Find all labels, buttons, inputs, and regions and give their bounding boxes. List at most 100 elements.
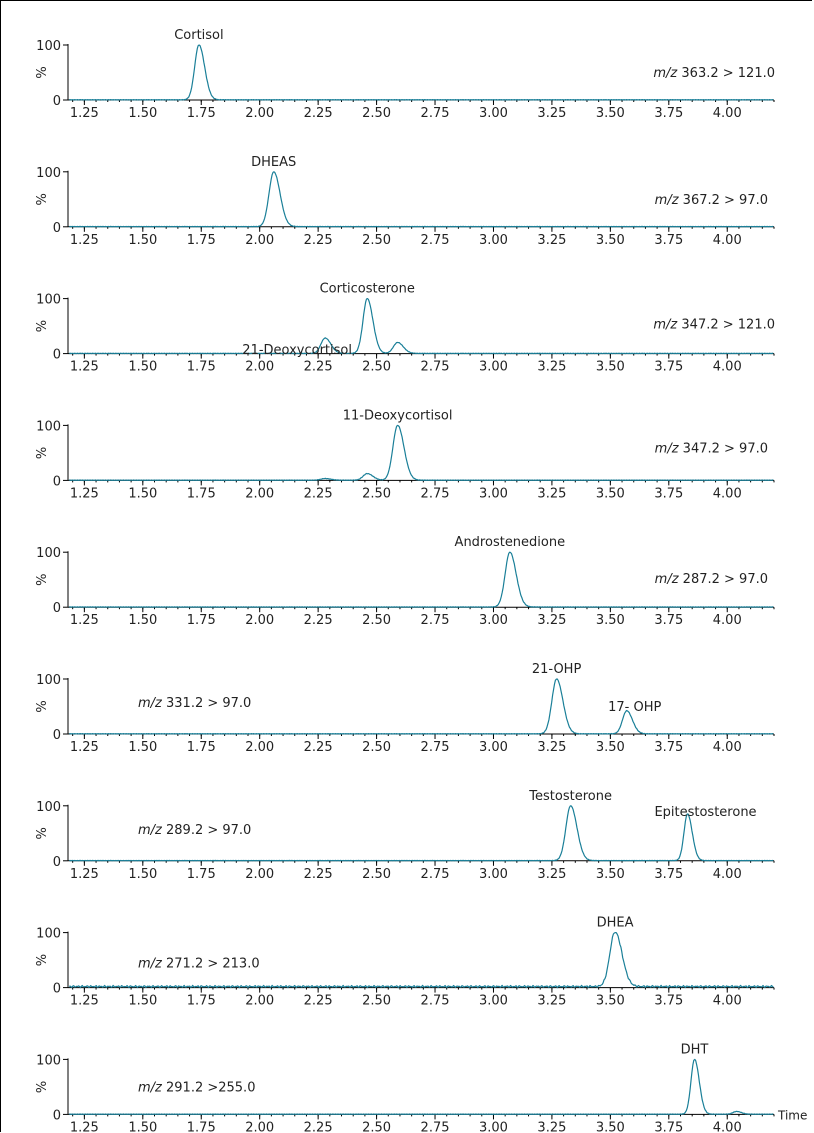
x-tick-label: 2.00 — [245, 233, 274, 248]
y-tick-label-0: 0 — [53, 728, 61, 743]
trace-line — [69, 1058, 774, 1115]
x-tick-label: 2.75 — [421, 613, 450, 628]
x-tick-label: 1.50 — [128, 740, 157, 755]
y-axis-label: % — [35, 193, 50, 205]
chromatogram-panel-7: 100 0% 1.25 1.50 1.75 2.00 2.25 2.50 2.75 3.00 3.2… — [35, 789, 775, 882]
y-tick-label-0: 0 — [53, 855, 61, 870]
x-tick-label: 2.00 — [245, 613, 274, 628]
x-tick-label: 2.50 — [362, 106, 391, 121]
transition-value: 363.2 > 121.0 — [677, 66, 775, 81]
chromatogram-panel-9: 100 0% 1.25 1.50 1.75 2.00 2.25 2.50 2.75 3.00 3.2… — [35, 1042, 807, 1133]
x-tick-label: 2.50 — [362, 486, 391, 501]
x-tick-label: 3.00 — [479, 867, 508, 882]
x-tick-label: 1.50 — [128, 360, 157, 375]
x-tick-label: 3.25 — [537, 360, 566, 375]
x-tick-label: 2.00 — [245, 740, 274, 755]
transition-label: m/z 363.2 > 121.0 — [653, 66, 775, 81]
x-tick-label: 1.75 — [187, 486, 216, 501]
peak-label: DHT — [681, 1042, 709, 1057]
x-tick-label: 4.00 — [713, 106, 742, 121]
x-tick-label: 2.25 — [304, 233, 333, 248]
y-tick-label-100: 100 — [36, 293, 61, 308]
peak-label: 11-Deoxycortisol — [343, 408, 453, 423]
trace-line — [69, 805, 774, 862]
trace-line — [69, 171, 774, 228]
y-axis-label: % — [35, 827, 50, 839]
x-tick-label: 2.50 — [362, 613, 391, 628]
x-tick-label: 1.50 — [128, 613, 157, 628]
chromatogram-panel-4: 100 0% 1.25 1.50 1.75 2.00 2.25 2.50 2.75 3.00 3.2… — [35, 408, 775, 501]
y-tick-label-0: 0 — [53, 474, 61, 489]
x-tick-label: 3.50 — [596, 1120, 625, 1133]
x-tick-label: 2.00 — [245, 106, 274, 121]
x-tick-label: 2.00 — [245, 867, 274, 882]
x-tick-label: 1.50 — [128, 994, 157, 1009]
x-tick-label: 1.50 — [128, 106, 157, 121]
peak-label: 21-OHP — [532, 662, 582, 677]
x-tick-label: 3.00 — [479, 994, 508, 1009]
x-axis-label: Time — [777, 1108, 807, 1122]
x-tick-label: 3.50 — [596, 486, 625, 501]
x-tick-label: 3.75 — [654, 867, 683, 882]
transition-prefix: m/z — [138, 696, 163, 711]
x-tick-label: 3.00 — [479, 360, 508, 375]
x-tick-label: 1.25 — [70, 1120, 99, 1133]
x-tick-label: 2.50 — [362, 740, 391, 755]
x-tick-label: 3.50 — [596, 233, 625, 248]
x-tick-label: 1.75 — [187, 613, 216, 628]
x-tick-label: 2.75 — [421, 994, 450, 1009]
x-tick-label: 2.25 — [304, 106, 333, 121]
x-tick-label: 3.25 — [537, 1120, 566, 1133]
transition-value: 271.2 > 213.0 — [162, 957, 260, 972]
x-tick-label: 2.25 — [304, 486, 333, 501]
x-tick-label: 2.50 — [362, 360, 391, 375]
x-tick-label: 1.75 — [187, 1120, 216, 1133]
x-tick-label: 2.50 — [362, 994, 391, 1009]
y-tick-label-100: 100 — [36, 800, 61, 815]
x-tick-label: 3.00 — [479, 740, 508, 755]
transition-value: 347.2 > 97.0 — [679, 441, 768, 456]
x-tick-label: 1.25 — [70, 867, 99, 882]
transition-label: m/z 331.2 > 97.0 — [138, 696, 251, 711]
transition-prefix: m/z — [653, 318, 678, 333]
y-tick-label-100: 100 — [36, 419, 61, 434]
y-tick-label-0: 0 — [53, 348, 61, 363]
y-axis-label: % — [35, 954, 50, 966]
x-tick-label: 2.25 — [304, 613, 333, 628]
x-tick-label: 3.00 — [479, 486, 508, 501]
x-tick-label: 3.00 — [479, 233, 508, 248]
x-tick-label: 4.00 — [713, 233, 742, 248]
x-tick-label: 3.25 — [537, 613, 566, 628]
y-tick-label-100: 100 — [36, 39, 61, 54]
y-axis-label: % — [35, 447, 50, 459]
x-tick-label: 2.25 — [304, 867, 333, 882]
transition-value: 367.2 > 97.0 — [679, 193, 768, 208]
trace-line — [69, 551, 774, 608]
x-tick-label: 3.75 — [654, 486, 683, 501]
x-tick-label: 1.25 — [70, 740, 99, 755]
x-tick-label: 3.75 — [654, 613, 683, 628]
transition-prefix: m/z — [655, 572, 680, 587]
x-tick-label: 3.75 — [654, 360, 683, 375]
x-tick-label: 3.50 — [596, 994, 625, 1009]
transition-value: 331.2 > 97.0 — [162, 696, 251, 711]
x-tick-label: 2.25 — [304, 1120, 333, 1133]
x-tick-label: 3.75 — [654, 233, 683, 248]
transition-value: 291.2 >255.0 — [162, 1080, 256, 1095]
x-tick-label: 3.25 — [537, 106, 566, 121]
y-tick-label-100: 100 — [36, 673, 61, 688]
y-tick-label-100: 100 — [36, 546, 61, 561]
chromatogram-panel-5: 100 0% 1.25 1.50 1.75 2.00 2.25 2.50 2.75 3.00 3.2… — [35, 535, 775, 628]
transition-prefix: m/z — [138, 957, 163, 972]
x-tick-label: 1.75 — [187, 106, 216, 121]
x-tick-label: 2.00 — [245, 486, 274, 501]
x-tick-label: 2.50 — [362, 867, 391, 882]
x-tick-label: 2.50 — [362, 233, 391, 248]
transition-value: 287.2 > 97.0 — [679, 572, 768, 587]
y-tick-label-100: 100 — [36, 1053, 61, 1068]
transition-label: m/z 271.2 > 213.0 — [138, 957, 260, 972]
x-tick-label: 1.25 — [70, 360, 99, 375]
x-tick-label: 3.25 — [537, 233, 566, 248]
x-tick-label: 3.25 — [537, 740, 566, 755]
